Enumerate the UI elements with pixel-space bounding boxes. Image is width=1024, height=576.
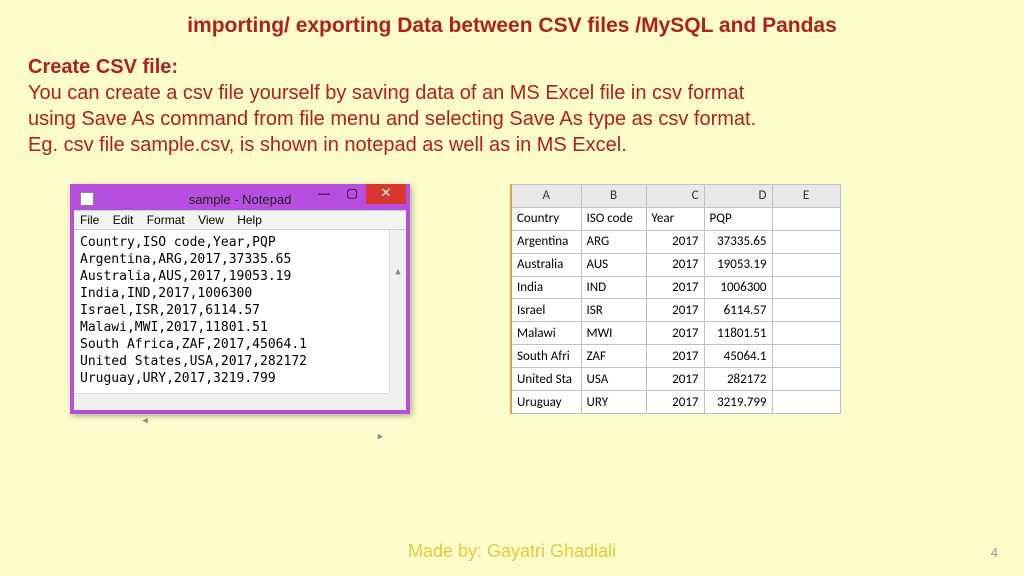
cell[interactable]	[772, 253, 840, 276]
scroll-up-icon[interactable]: ▲	[390, 264, 406, 281]
excel-column-headers: A B C D E	[511, 185, 840, 208]
menu-edit[interactable]: Edit	[113, 213, 134, 227]
cell[interactable]: South Afri	[511, 345, 581, 368]
col-header-c[interactable]: C	[646, 185, 704, 208]
cell[interactable]: ISO code	[581, 207, 646, 230]
cell[interactable]: Argentina	[511, 230, 581, 253]
cell[interactable]: 2017	[646, 345, 704, 368]
notepad-menubar: File Edit Format View Help	[74, 210, 406, 230]
cell[interactable]: 2017	[646, 253, 704, 276]
table-row: Country ISO code Year PQP	[511, 207, 840, 230]
cell[interactable]: 19053.19	[704, 253, 772, 276]
cell[interactable]: 45064.1	[704, 345, 772, 368]
body-line-1: You can create a csv file yourself by sa…	[28, 82, 744, 104]
cell[interactable]: ZAF	[581, 345, 646, 368]
cell[interactable]: 6114.57	[704, 299, 772, 322]
cell[interactable]: 2017	[646, 230, 704, 253]
cell[interactable]: 2017	[646, 368, 704, 391]
minimize-button[interactable]: —	[310, 184, 338, 204]
cell[interactable]: Uruguay	[511, 391, 581, 414]
cell[interactable]: USA	[581, 368, 646, 391]
cell[interactable]	[772, 391, 840, 414]
cell[interactable]: Malawi	[511, 322, 581, 345]
close-button[interactable]: ✕	[366, 184, 406, 204]
body-line-3: Eg. csv file sample.csv, is shown in not…	[28, 134, 627, 156]
cell[interactable]: Country	[511, 207, 581, 230]
cell[interactable]	[772, 230, 840, 253]
cell[interactable]: MWI	[581, 322, 646, 345]
notepad-titlebar[interactable]: sample - Notepad — ▢ ✕	[74, 188, 406, 210]
cell[interactable]: ARG	[581, 230, 646, 253]
notepad-textarea[interactable]: Country,ISO code,Year,PQP Argentina,ARG,…	[74, 230, 406, 410]
cell[interactable]: Year	[646, 207, 704, 230]
scroll-right-icon[interactable]: ▶	[372, 429, 389, 445]
cell[interactable]: 2017	[646, 391, 704, 414]
page-number: 4	[991, 545, 998, 560]
cell[interactable]: 1006300	[704, 276, 772, 299]
footer-credit: Made by: Gayatri Ghadiali	[0, 541, 1024, 562]
table-row: IndiaIND20171006300	[511, 276, 840, 299]
excel-grid: A B C D E Country ISO code Year PQP Arge…	[510, 184, 841, 414]
table-row: IsraelISR20176114.57	[511, 299, 840, 322]
cell[interactable]	[772, 207, 840, 230]
scroll-left-icon[interactable]: ◀	[137, 413, 154, 429]
cell[interactable]: AUS	[581, 253, 646, 276]
cell[interactable]	[772, 345, 840, 368]
cell[interactable]: 282172	[704, 368, 772, 391]
body-text: Create CSV file: You can create a csv fi…	[0, 38, 1024, 158]
menu-file[interactable]: File	[80, 213, 99, 227]
cell[interactable]	[772, 276, 840, 299]
cell[interactable]: URY	[581, 391, 646, 414]
col-header-b[interactable]: B	[581, 185, 646, 208]
menu-help[interactable]: Help	[237, 213, 262, 227]
resize-grip[interactable]	[389, 393, 406, 410]
body-line-2: using Save As command from file menu and…	[28, 108, 756, 130]
table-row: UruguayURY20173219.799	[511, 391, 840, 414]
cell[interactable]: ISR	[581, 299, 646, 322]
col-header-d[interactable]: D	[704, 185, 772, 208]
cell[interactable]: 2017	[646, 322, 704, 345]
maximize-button[interactable]: ▢	[338, 184, 366, 204]
notepad-window: sample - Notepad — ▢ ✕ File Edit Format …	[70, 184, 410, 414]
notepad-content: Country,ISO code,Year,PQP Argentina,ARG,…	[80, 235, 307, 386]
cell[interactable]: 3219.799	[704, 391, 772, 414]
cell[interactable]	[772, 368, 840, 391]
slide-title: importing/ exporting Data between CSV fi…	[0, 0, 1024, 38]
cell[interactable]: 37335.65	[704, 230, 772, 253]
col-header-a[interactable]: A	[511, 185, 581, 208]
cell[interactable]: 2017	[646, 276, 704, 299]
cell[interactable]: Israel	[511, 299, 581, 322]
cell[interactable]: India	[511, 276, 581, 299]
cell[interactable]: 11801.51	[704, 322, 772, 345]
table-row: South AfriZAF201745064.1	[511, 345, 840, 368]
table-row: MalawiMWI201711801.51	[511, 322, 840, 345]
cell[interactable]	[772, 322, 840, 345]
scrollbar-horizontal[interactable]: ◀ ▶	[74, 393, 389, 410]
section-heading: Create CSV file:	[28, 56, 178, 78]
table-row: AustraliaAUS201719053.19	[511, 253, 840, 276]
cell[interactable]: 2017	[646, 299, 704, 322]
cell[interactable]: PQP	[704, 207, 772, 230]
cell[interactable]: United Sta	[511, 368, 581, 391]
cell[interactable]: IND	[581, 276, 646, 299]
scrollbar-vertical[interactable]: ▲	[389, 230, 406, 393]
table-row: ArgentinaARG201737335.65	[511, 230, 840, 253]
cell[interactable]	[772, 299, 840, 322]
col-header-e[interactable]: E	[772, 185, 840, 208]
table-row: United StaUSA2017282172	[511, 368, 840, 391]
menu-format[interactable]: Format	[147, 213, 185, 227]
cell[interactable]: Australia	[511, 253, 581, 276]
menu-view[interactable]: View	[198, 213, 224, 227]
